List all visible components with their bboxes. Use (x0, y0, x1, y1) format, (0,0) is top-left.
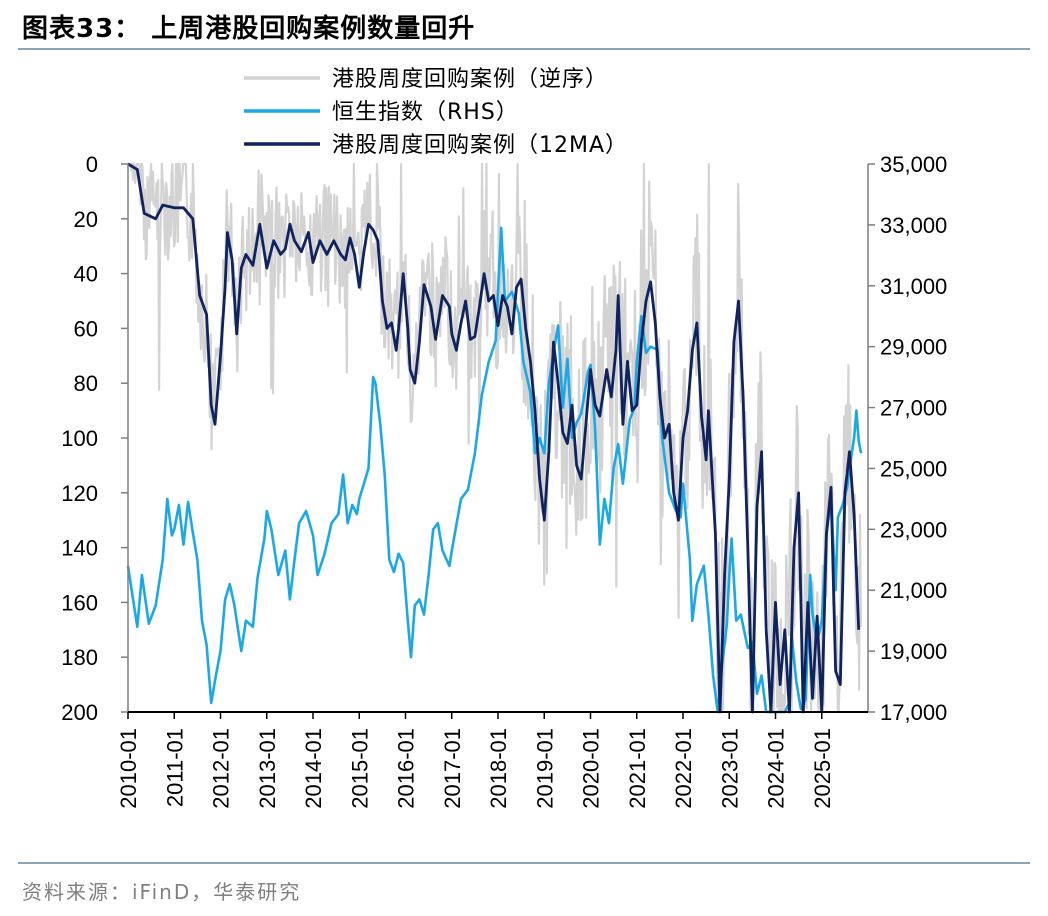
source-note: 资料来源：iFinD，华泰研究 (22, 880, 302, 904)
legend-label: 港股周度回购案例（逆序） (332, 67, 608, 92)
right-tick-label: 29,000 (880, 335, 947, 360)
left-tick-label: 200 (61, 700, 98, 725)
chart-svg: 0 20 40 60 80 100 120 140 160 180 200 35,000 33,000 3… (61, 67, 947, 809)
left-tick-label: 140 (61, 536, 98, 561)
right-tick-label: 27,000 (880, 396, 947, 421)
x-tick-label: 2019-01 (532, 728, 557, 809)
x-tick-label: 2018-01 (486, 728, 511, 809)
x-tick-label: 2011-01 (162, 728, 187, 807)
chart-title: 图表33： 上周港股回购案例数量回升 (22, 14, 476, 44)
right-tick-label: 33,000 (880, 213, 947, 238)
source-rule (18, 862, 1030, 864)
left-tick-label: 180 (61, 645, 98, 670)
x-tick-label: 2016-01 (394, 728, 419, 809)
right-tick-label: 17,000 (880, 700, 947, 725)
legend-label: 恒生指数（RHS） (332, 100, 519, 125)
ma12-line (127, 162, 861, 714)
x-tick-label: 2013-01 (255, 728, 280, 809)
right-tick-label: 19,000 (880, 639, 947, 664)
right-tick-label: 35,000 (880, 152, 947, 177)
x-tick-label: 2014-01 (301, 728, 326, 809)
x-tick-label: 2025-01 (810, 728, 835, 809)
legend: 港股周度回购案例（逆序） 恒生指数（RHS） 港股周度回购案例（12MA） (244, 67, 628, 158)
x-tick-label: 2020-01 (579, 728, 604, 809)
left-tick-label: 80 (74, 371, 98, 396)
x-tick-label: 2015-01 (347, 728, 372, 809)
left-tick-label: 40 (74, 262, 98, 287)
x-tick-label: 2023-01 (717, 728, 742, 809)
left-tick-label: 0 (86, 152, 98, 177)
x-tick-label: 2012-01 (209, 728, 234, 809)
right-tick-label: 25,000 (880, 456, 947, 481)
left-tick-label: 20 (74, 207, 98, 232)
left-tick-label: 160 (61, 590, 98, 615)
right-tick-label: 23,000 (880, 517, 947, 542)
axes-layer: 0 20 40 60 80 100 120 140 160 180 200 35,000 33,000 3… (61, 152, 947, 809)
x-tick-label: 2017-01 (440, 728, 465, 809)
left-tick-label: 100 (61, 426, 98, 451)
x-tick-label: 2010-01 (116, 728, 141, 809)
x-tick-label: 2022-01 (671, 728, 696, 809)
left-tick-label: 120 (61, 481, 98, 506)
title-rule (18, 48, 1030, 50)
ma-series-layer (127, 162, 861, 714)
right-tick-label: 31,000 (880, 274, 947, 299)
left-tick-label: 60 (74, 316, 98, 341)
x-tick-label: 2021-01 (625, 728, 650, 809)
legend-label: 港股周度回购案例（12MA） (332, 133, 628, 158)
right-tick-label: 21,000 (880, 578, 947, 603)
x-tick-label: 2024-01 (764, 728, 789, 809)
